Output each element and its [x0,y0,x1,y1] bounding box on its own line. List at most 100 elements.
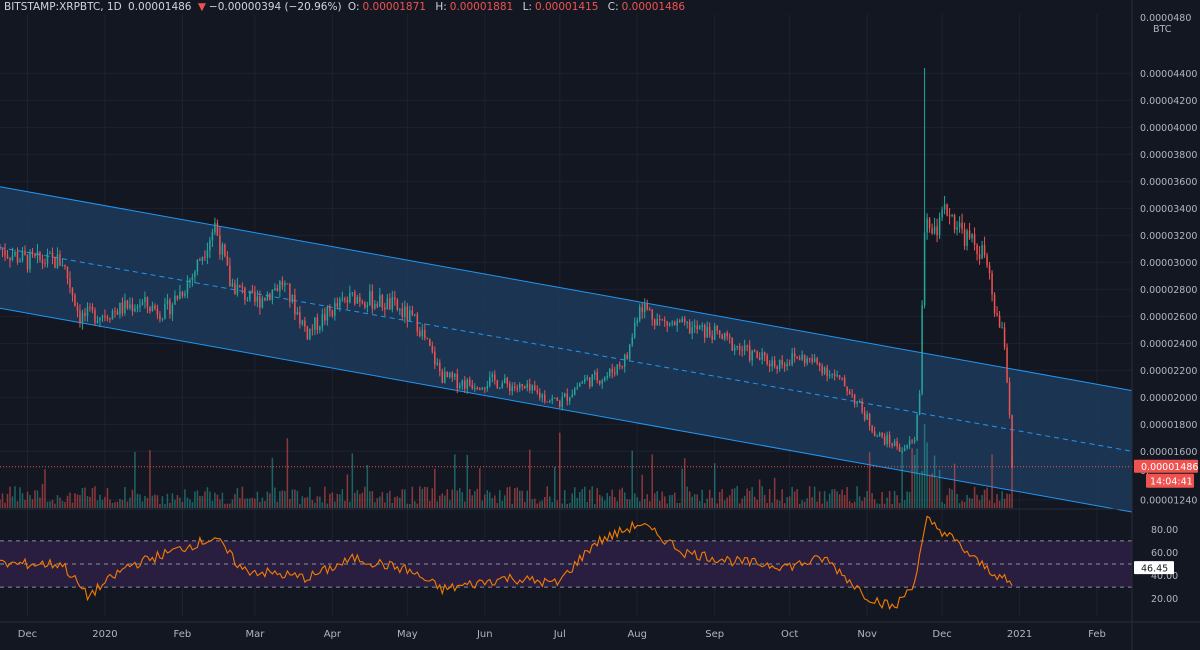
candle-body [36,251,39,257]
candle-body [911,440,913,442]
candle-body [638,307,641,321]
candle-body [573,388,576,395]
volume-bar [401,489,404,508]
volume-bar [661,491,663,508]
candle-body [643,304,646,313]
volume-bar [136,493,139,508]
candle-body [224,244,226,257]
volume-bar [903,500,906,508]
candle-body [361,302,364,304]
candle-body [331,310,334,316]
candle-body [1008,382,1011,415]
volume-bar [211,500,214,508]
candle-body [259,296,261,308]
candle-body [51,252,54,257]
candle-body [651,309,653,320]
candle-body [603,377,606,381]
volume-bar [581,488,583,508]
candle-body [344,298,346,300]
volume-bar [618,489,621,508]
volume-bar [471,495,474,508]
volume-bar [766,502,768,508]
volume-bar [201,496,204,508]
candle-body [723,332,726,339]
candle-body [141,301,144,305]
candle-body [561,397,564,407]
candle-body [673,322,676,326]
volume-bar [44,469,46,508]
candle-body [871,425,873,432]
volume-bar [611,489,613,508]
candle-body [189,279,191,283]
volume-bar [409,503,411,508]
candle-body [746,345,748,347]
candle-body [156,308,159,315]
volume-bar [608,496,611,508]
candle-body [29,251,31,270]
volume-bar [329,493,331,508]
candle-body [698,326,701,330]
volume-bar [339,494,341,508]
volume-bar [761,486,763,508]
candle-body [956,227,958,230]
volume-bar [898,502,901,508]
volume-bar [14,486,16,508]
candle-body [191,277,194,280]
candle-body [546,401,549,403]
candle-body [539,392,541,398]
volume-bar [131,489,134,508]
candle-body [811,358,813,362]
candle-body [279,281,281,292]
volume-bar [111,502,114,508]
volume-bar [991,454,993,508]
candle-body [164,304,166,319]
volume-bar [344,500,346,508]
open-label: O: [347,1,360,13]
volume-bar [551,501,554,508]
volume-bar [146,497,149,508]
volume-bar [743,495,746,508]
candle-body [896,441,898,447]
candle-body [469,379,471,385]
volume-bar [534,498,536,508]
rsi-current-badge [1134,561,1174,575]
candle-body [404,306,406,317]
candle-body [621,366,623,368]
candle-body [364,302,366,308]
low-value: 0.00001415 [534,1,599,13]
volume-bar [209,491,211,508]
volume-bar [886,497,888,508]
candle-body [84,312,86,316]
volume-bar [1011,456,1013,508]
candle-body [578,383,581,387]
candle-body [791,353,793,365]
volume-bar [968,498,971,508]
candle-body [981,245,983,259]
volume-bar [603,500,606,508]
candle-body [196,259,199,272]
candle-body [841,377,843,379]
candle-body [921,305,923,394]
volume-bar [46,501,49,508]
candle-body [996,313,998,316]
candle-body [916,414,918,441]
volume-bar [411,486,414,508]
volume-bar [114,502,116,508]
volume-bar [666,503,668,508]
volume-bar [356,490,359,508]
candle-body [151,305,154,312]
volume-bar [69,492,71,508]
volume-bar [9,486,11,508]
time-tick-label: 2021 [1007,629,1032,640]
volume-bar [716,503,718,508]
price-tick-label: 0.00002400 [1140,339,1197,350]
candle-body [986,255,988,266]
price-tick-label: 0.00001800 [1140,420,1197,431]
volume-bar [521,490,524,508]
candle-body [943,204,946,210]
candle-body [181,291,184,296]
volume-bar [1006,493,1008,508]
volume-bar [848,501,851,508]
volume-bar [41,483,44,508]
candle-body [586,377,588,379]
